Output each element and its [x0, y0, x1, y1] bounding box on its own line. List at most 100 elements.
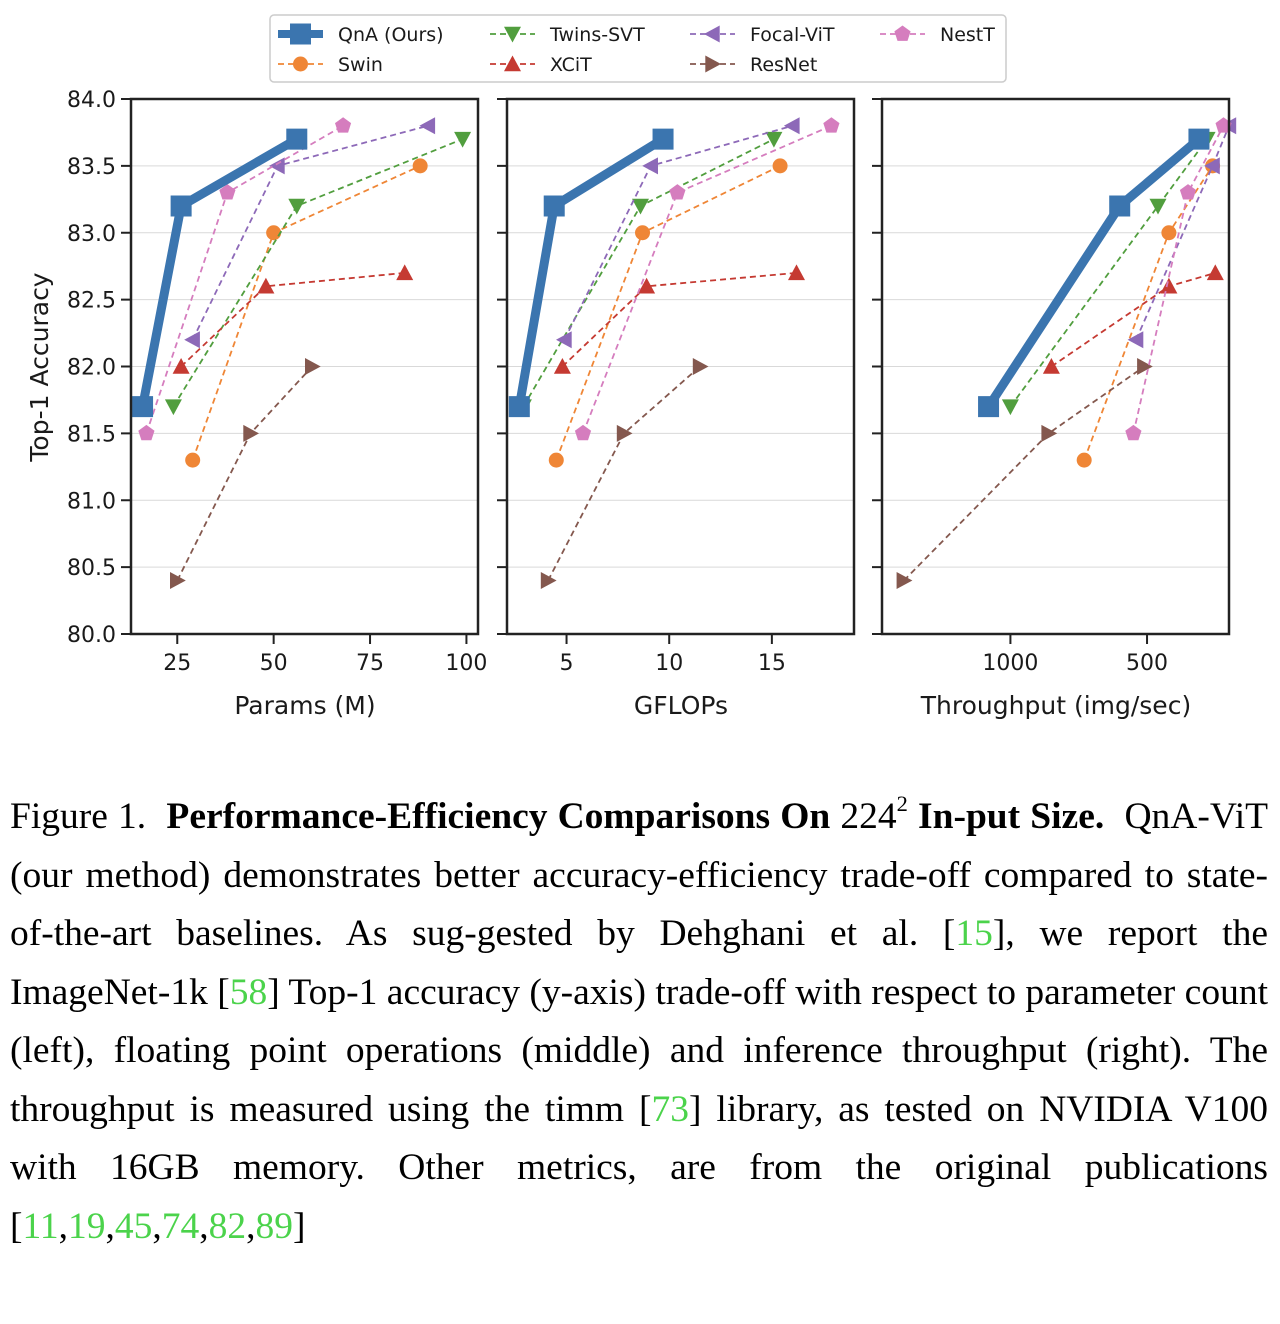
legend-marker-xcit	[504, 55, 521, 72]
throughput-x-tick-label: 500	[1126, 651, 1168, 676]
params-point-nestt	[138, 424, 155, 441]
legend-marker-nestt	[894, 25, 911, 41]
caption-text-5: ]	[292, 1205, 306, 1247]
throughput-point-swin	[1161, 225, 1177, 241]
throughput-point-nestt	[1125, 424, 1142, 441]
gflops-point-swin	[548, 452, 564, 468]
params-point-nestt	[219, 184, 236, 200]
legend-label-focal-vit: Focal-ViT	[750, 24, 835, 46]
params-series-qna-ours	[132, 128, 308, 418]
legend: QnA (Ours) Swin Twins-SVT XCiT Focal-ViT ResN…	[269, 14, 1007, 83]
legend-marker-resnet	[705, 55, 721, 73]
params-point-twins-svt	[164, 399, 182, 416]
params-point-xcit	[257, 277, 275, 294]
throughput-point-xcit	[1160, 277, 1178, 294]
y-tick-label: 83.0	[67, 222, 116, 247]
throughput-point-xcit	[1206, 264, 1224, 281]
params-series-swin	[185, 158, 428, 468]
params-x-tick-label: 100	[445, 651, 487, 676]
params-series-twins-svt	[164, 131, 472, 416]
gflops-x-tick-label: 10	[655, 651, 683, 676]
gflops-point-twins-svt	[632, 198, 649, 215]
gflops-point-focal-vit	[642, 157, 658, 175]
throughput-series-xcit	[1042, 264, 1224, 374]
throughput-series-swin	[1076, 158, 1221, 468]
legend-entry-qna-ours: QnA (Ours)	[278, 23, 444, 46]
throughput-series-qna-ours	[978, 128, 1210, 418]
gflops-x-tick-label: 5	[560, 651, 574, 676]
throughput-point-twins-svt	[1001, 399, 1019, 416]
gflops-line-resnet	[547, 365, 701, 581]
legend-label-resnet: ResNet	[750, 54, 817, 76]
citation-link-73[interactable]: 73	[651, 1088, 690, 1130]
gflops-series-swin	[548, 158, 788, 468]
figure-caption: Figure 1. Performance-Efficiency Compari…	[10, 791, 1269, 1247]
gflops-point-xcit	[788, 264, 805, 281]
legend-marker-swin	[293, 56, 308, 72]
throughput-point-qna-ours	[978, 396, 1000, 418]
params-point-swin	[266, 225, 282, 241]
performance-efficiency-figure: QnA (Ours) Swin Twins-SVT XCiT Focal-ViT ResN…	[25, 14, 1237, 720]
gflops-point-focal-vit	[783, 117, 800, 135]
legend-label-nestt: NestT	[940, 24, 995, 46]
gflops-point-swin	[772, 158, 788, 174]
citation-link-11[interactable]: 11	[22, 1205, 59, 1247]
params-panel: 25 50 75 100 80.0 80.5 81.0 81.5 82.0 82.5 83.0 83.…	[67, 88, 487, 720]
throughput-x-tick-label: 1000	[982, 651, 1038, 676]
legend-label-xcit: XCiT	[550, 54, 592, 76]
params-point-xcit	[172, 358, 190, 374]
y-tick-label: 83.5	[67, 155, 116, 180]
throughput-point-nestt	[1215, 117, 1232, 133]
params-point-resnet	[243, 424, 259, 442]
legend-label-twins-svt: Twins-SVT	[549, 24, 645, 46]
caption-title-end: In-put Size.	[918, 796, 1105, 837]
citation-link-74[interactable]: 74	[161, 1205, 200, 1247]
params-point-nestt	[335, 117, 352, 133]
citation-link-45[interactable]: 45	[114, 1205, 153, 1247]
throughput-point-xcit	[1042, 358, 1060, 374]
citation-link-82[interactable]: 82	[208, 1205, 247, 1247]
throughput-point-qna-ours	[1109, 195, 1131, 217]
params-line-swin	[191, 165, 421, 461]
throughput-point-swin	[1076, 452, 1092, 468]
params-series-resnet	[170, 358, 321, 589]
legend-marker-twins-svt	[504, 26, 521, 43]
gflops-point-nestt	[823, 117, 840, 133]
y-tick-label: 81.5	[67, 422, 116, 447]
gflops-x-axis-title: GFLOPs	[634, 691, 728, 720]
gflops-series-nestt	[574, 117, 840, 441]
caption-text-3: ] Top-1 accuracy (y-axis) trade-off with…	[10, 971, 1268, 1130]
params-point-twins-svt	[288, 198, 306, 215]
params-x-tick-label: 50	[260, 651, 288, 676]
gflops-point-qna-ours	[508, 396, 530, 418]
throughput-point-nestt	[1179, 184, 1197, 200]
caption-text-2: ], we report the ImageNet-1k [	[10, 913, 1268, 1013]
citation-link-58[interactable]: 58	[229, 971, 268, 1013]
throughput-series-nestt	[1125, 117, 1232, 441]
gflops-line-swin	[555, 165, 781, 461]
caption-title: Performance-Efficiency Comparisons On	[166, 796, 831, 837]
legend-entry-nestt: NestT	[880, 24, 995, 46]
throughput-line-xcit	[1050, 272, 1216, 368]
y-tick-label: 82.5	[67, 289, 116, 314]
gflops-point-swin	[635, 225, 651, 241]
throughput-x-axis-title: Throughput (img/sec)	[920, 691, 1191, 720]
gflops-point-resnet	[540, 572, 557, 589]
throughput-point-qna-ours	[1188, 128, 1210, 150]
params-line-xcit	[180, 272, 405, 368]
legend-entry-focal-vit: Focal-ViT	[690, 24, 835, 46]
params-point-xcit	[396, 264, 414, 281]
legend-frame	[269, 14, 1007, 83]
citation-link-89[interactable]: 89	[255, 1205, 293, 1247]
params-point-focal-vit	[184, 331, 200, 349]
caption-text-4: ] library, as tested on NVIDIA V100 with…	[10, 1088, 1268, 1247]
caption-text-1: QnA-ViT (our method) demonstrates better…	[10, 796, 1269, 954]
gflops-series-focal-vit	[556, 117, 800, 349]
y-tick-label: 80.0	[67, 623, 116, 648]
citation-link-15[interactable]: 15	[955, 913, 993, 954]
throughput-point-focal-vit	[1127, 331, 1144, 349]
params-point-qna-ours	[132, 396, 154, 418]
gflops-x-tick-label: 15	[758, 651, 786, 676]
legend-entry-twins-svt: Twins-SVT	[490, 24, 645, 46]
citation-link-19[interactable]: 19	[67, 1205, 106, 1247]
